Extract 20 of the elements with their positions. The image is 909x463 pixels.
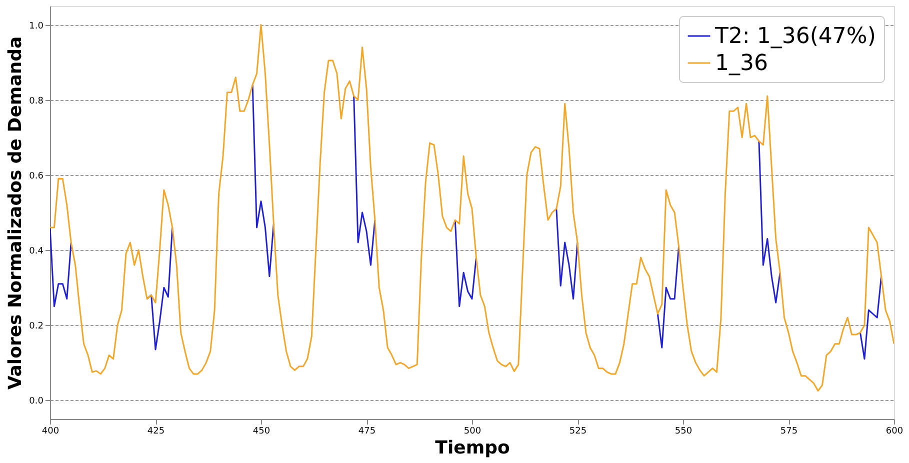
y-tick-label: 0.0 — [29, 396, 44, 407]
x-tick-label: 425 — [147, 426, 165, 436]
x-tick-label: 525 — [569, 426, 587, 436]
x-tick-label: 575 — [780, 426, 798, 436]
y-axis-title: Valores Normalizados de Demanda — [5, 36, 26, 390]
x-tick-label: 500 — [464, 426, 482, 436]
legend-label: 1_36 — [715, 51, 768, 76]
x-tick-label: 550 — [674, 426, 692, 436]
x-axis-title: Tiempo — [435, 438, 510, 458]
legend-label: T2: 1_36(47%) — [714, 24, 876, 49]
y-tick-label: 0.4 — [29, 246, 44, 257]
y-tick-label: 1.0 — [29, 21, 44, 32]
y-tick-label: 0.2 — [29, 322, 44, 332]
x-tick-label: 450 — [252, 426, 270, 436]
y-tick-label: 0.8 — [29, 96, 44, 106]
y-tick-label: 0.6 — [29, 171, 44, 182]
line-series — [50, 24, 894, 392]
x-tick-label: 475 — [358, 426, 376, 436]
x-tick-label: 600 — [886, 426, 904, 436]
x-tick-label: 400 — [42, 426, 60, 436]
